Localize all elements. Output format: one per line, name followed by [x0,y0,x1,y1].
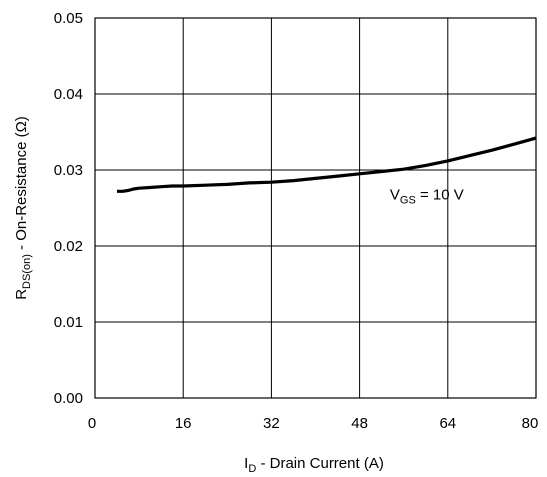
annotations: VGS = 10 V [390,186,464,206]
y-tick-labels: 0.00 0.01 0.02 0.03 0.04 0.05 [54,10,83,407]
vgs-annotation: VGS = 10 V [390,186,464,206]
x-tick-labels: 0 16 32 48 64 80 [88,415,539,432]
y-tick-label: 0.05 [54,10,83,27]
x-axis-label: ID - Drain Current (A) [244,455,384,475]
y-tick-label: 0.04 [54,86,83,103]
x-tick-label: 16 [175,415,192,432]
series-line [117,136,537,193]
y-tick-label: 0.02 [54,238,83,255]
y-axis-label: RDS(on) - On-Resistance (Ω) [13,116,33,300]
x-tick-label: 80 [522,415,539,432]
grid [94,17,537,399]
x-tick-label: 48 [351,415,368,432]
series-group [117,136,537,193]
plot-frame [94,17,537,399]
y-tick-label: 0.03 [54,162,83,179]
y-tick-label: 0.01 [54,314,83,331]
x-tick-label: 32 [263,415,280,432]
x-tick-label: 0 [88,415,96,432]
y-tick-label: 0.00 [54,390,83,407]
x-tick-label: 64 [439,415,456,432]
